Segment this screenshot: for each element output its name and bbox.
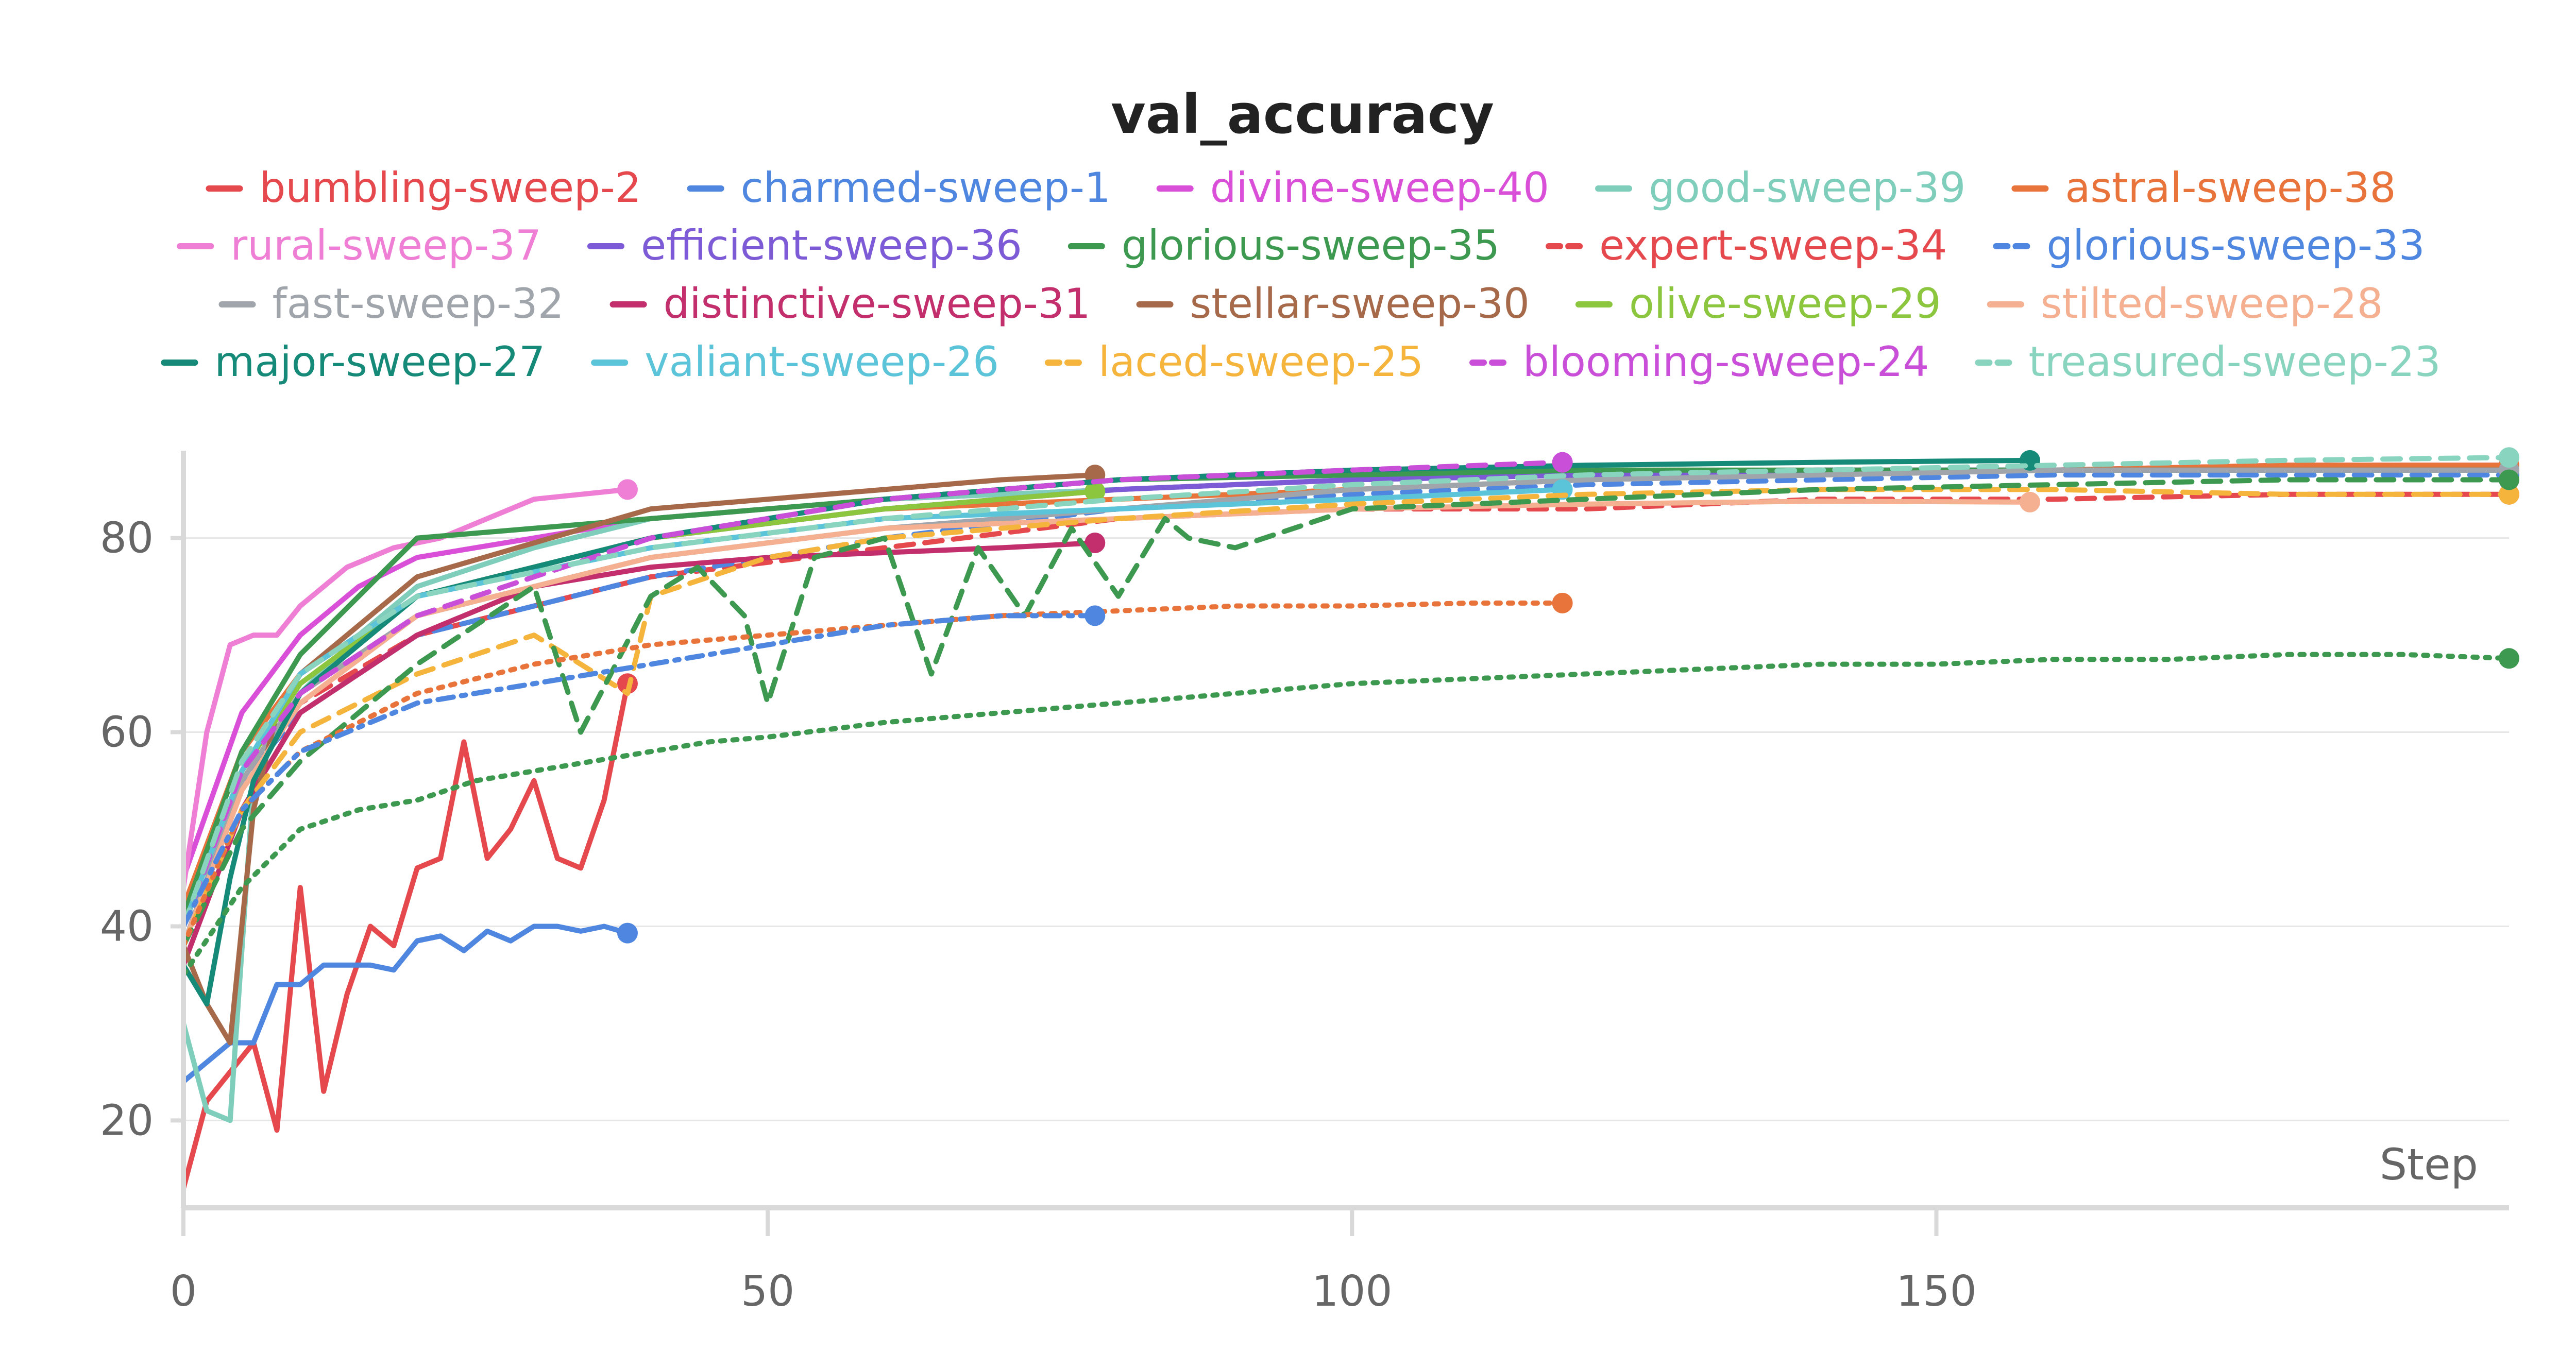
series-line-11 [181,540,1098,968]
series-line-8 [181,491,2512,949]
x-tick-label-2: 100 [1312,1267,1393,1316]
series-line-16 [181,487,1565,929]
series-21 [181,648,2519,978]
series-end-point-11 [1084,533,1106,554]
legend-item-8: expert-sweep-34 [1546,221,1947,269]
series-14 [181,491,2040,949]
series-end-point-21 [2499,648,2519,669]
legend-item-15: major-sweep-27 [161,338,545,386]
series-18 [181,452,1573,929]
legend-label-4: astral-sweep-38 [2065,164,2396,212]
legend-item-2: divine-sweep-40 [1156,164,1549,212]
legend-item-18: blooming-sweep-24 [1469,338,1929,386]
series-end-point-23 [1084,605,1106,626]
legend-item-7: glorious-sweep-35 [1067,221,1500,269]
series-line-13 [181,489,1098,929]
series-end-point-17 [2499,484,2519,505]
legend-label-2: divine-sweep-40 [1210,164,1549,212]
series-line-14 [181,499,2032,949]
series-line-5 [181,487,630,891]
series-end-point-5 [617,479,638,500]
series-layer [181,447,2519,1191]
legend-label-17: laced-sweep-25 [1098,338,1423,386]
series-end-point-13 [1084,481,1106,502]
legend-item-11: distinctive-sweep-31 [609,280,1091,328]
legend-label-16: valiant-sweep-26 [645,338,999,386]
legend-label-5: rural-sweep-37 [230,221,541,269]
y-tick-label-1: 40 [100,902,154,951]
legend-item-3: good-sweep-39 [1595,164,1965,212]
legend-item-5: rural-sweep-37 [177,221,541,269]
legend-item-6: efficient-sweep-36 [587,221,1022,269]
legend-label-9: glorious-sweep-33 [2046,221,2425,269]
legend-item-10: fast-sweep-32 [218,280,564,328]
series-line-23 [181,613,1098,929]
legend-label-18: blooming-sweep-24 [1523,338,1929,386]
series-end-point-1 [617,922,638,944]
series-4 [181,455,2519,910]
legend-label-8: expert-sweep-34 [1599,221,1947,269]
legend-label-10: fast-sweep-32 [273,280,564,328]
series-10 [181,459,2519,949]
series-17 [181,484,2519,949]
series-8 [181,484,2519,949]
legend-label-3: good-sweep-39 [1649,164,1965,212]
grid [183,537,2509,1121]
legend-label-1: charmed-sweep-1 [741,164,1111,212]
legend-item-19: treasured-sweep-23 [1975,338,2441,386]
legend-label-19: treasured-sweep-23 [2028,338,2441,386]
series-line-3 [181,463,2512,1123]
legend-label-7: glorious-sweep-35 [1122,221,1500,269]
legend-item-14: stilted-sweep-28 [1987,280,2383,328]
series-line-18 [181,459,1565,929]
legend-item-9: glorious-sweep-33 [1993,221,2425,269]
legend: bumbling-sweep-2 charmed-sweep-1 divine-sw… [161,164,2441,386]
legend-item-17: laced-sweep-25 [1044,338,1423,386]
series-9 [181,465,2519,929]
legend-label-13: olive-sweep-29 [1629,280,1941,328]
series-19 [181,447,2519,929]
series-line-19 [181,455,2512,929]
series-line-20 [181,477,2512,949]
legend-item-13: olive-sweep-29 [1575,280,1941,328]
series-line-21 [181,652,2512,978]
series-end-point-20 [2499,469,2519,490]
series-line-0 [181,681,630,1191]
series-line-1 [181,924,630,1084]
series-11 [181,533,1106,968]
chart-title: val_accuracy [1111,83,1494,146]
y-tick-label-0: 20 [100,1096,154,1145]
y-tick-label-2: 60 [100,708,154,757]
legend-label-11: distinctive-sweep-31 [664,280,1091,328]
x-tick-label-0: 0 [170,1267,197,1316]
series-22 [181,592,1573,949]
series-line-22 [181,600,1565,949]
series-23 [181,605,1106,929]
x-tick-label-3: 150 [1896,1267,1977,1316]
legend-label-15: major-sweep-27 [214,338,545,386]
legend-item-12: stellar-sweep-30 [1136,280,1530,328]
series-end-point-22 [1552,592,1573,613]
series-20 [181,469,2519,949]
legend-label-0: bumbling-sweep-2 [260,164,641,212]
series-7 [181,459,2519,919]
legend-item-4: astral-sweep-38 [2011,164,2396,212]
legend-label-14: stilted-sweep-28 [2041,280,2383,328]
series-end-point-19 [2499,447,2519,468]
legend-item-1: charmed-sweep-1 [687,164,1111,212]
series-end-point-14 [2019,491,2040,512]
x-axis-title: Step [2380,1139,2478,1190]
series-end-point-18 [1552,452,1573,473]
series-line-17 [181,487,2512,949]
y-tick-label-3: 80 [100,514,154,563]
legend-item-0: bumbling-sweep-2 [206,164,641,212]
legend-label-12: stellar-sweep-30 [1190,280,1530,328]
x-tick-label-1: 50 [741,1267,794,1316]
series-5 [181,479,638,891]
legend-label-6: efficient-sweep-36 [641,221,1022,269]
axes: 20 40 60 80 0 50 100 150 [100,451,2509,1316]
series-1 [181,922,638,1084]
legend-item-16: valiant-sweep-26 [591,338,999,386]
